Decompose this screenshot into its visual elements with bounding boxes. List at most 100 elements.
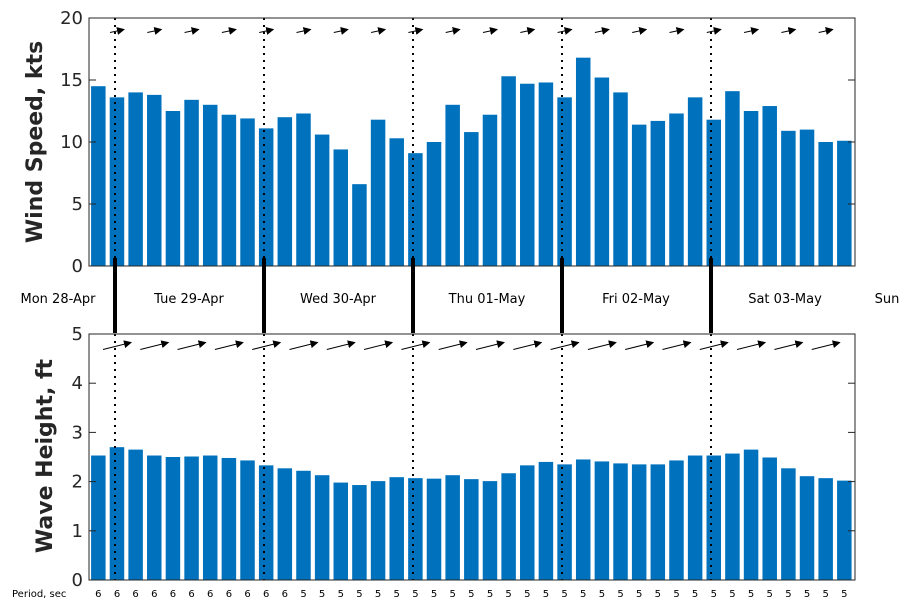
period-value: 6 bbox=[188, 589, 194, 600]
day-label: Thu 01-May bbox=[448, 292, 526, 307]
period-value: 6 bbox=[132, 589, 138, 600]
bar bbox=[538, 82, 554, 266]
y-tick-label: 5 bbox=[72, 194, 83, 215]
y-tick-label: 0 bbox=[72, 256, 83, 277]
direction-arrow bbox=[811, 340, 841, 350]
period-value: 6 bbox=[207, 589, 213, 600]
y-tick-label: 3 bbox=[72, 422, 83, 443]
direction-arrow bbox=[774, 340, 804, 350]
bar bbox=[818, 478, 833, 580]
bar bbox=[538, 461, 554, 580]
bar bbox=[408, 478, 423, 580]
bar bbox=[352, 485, 367, 580]
period-value: 5 bbox=[767, 589, 773, 600]
y-tick-label: 15 bbox=[60, 70, 83, 91]
period-value: 5 bbox=[692, 589, 698, 600]
bar bbox=[464, 132, 479, 266]
bar bbox=[837, 140, 852, 266]
bar bbox=[613, 92, 628, 267]
direction-arrow bbox=[177, 340, 207, 350]
y-tick-label: 2 bbox=[72, 472, 83, 493]
direction-arrow bbox=[662, 340, 692, 350]
bar bbox=[202, 104, 218, 266]
direction-arrow bbox=[513, 340, 543, 350]
bar bbox=[314, 134, 330, 266]
period-value: 6 bbox=[95, 589, 101, 600]
direction-arrow bbox=[438, 340, 468, 350]
period-value: 5 bbox=[711, 589, 717, 600]
direction-arrow bbox=[259, 27, 275, 35]
bar bbox=[165, 457, 181, 580]
bar bbox=[296, 470, 311, 580]
direction-arrow bbox=[401, 340, 431, 350]
period-row: Period, sec 6 6 6 6 6 6 6 6 6 6 6 5 5 5 5 5 5 5 5 5 5 5 5 5 5 5 5 5… bbox=[12, 589, 847, 600]
period-value: 5 bbox=[543, 589, 549, 600]
period-value: 6 bbox=[226, 589, 232, 600]
bar bbox=[575, 57, 591, 267]
bar bbox=[557, 97, 572, 266]
bar bbox=[445, 104, 460, 266]
period-value: 5 bbox=[823, 589, 829, 600]
bar bbox=[687, 97, 703, 266]
direction-arrow bbox=[408, 27, 424, 35]
bar bbox=[501, 76, 516, 266]
bar bbox=[762, 457, 777, 580]
period-value: 6 bbox=[263, 589, 269, 600]
bar bbox=[408, 153, 423, 266]
bar bbox=[706, 119, 722, 267]
period-value: 5 bbox=[412, 589, 418, 600]
bar bbox=[762, 106, 777, 266]
bar bbox=[128, 449, 143, 580]
bar bbox=[258, 465, 274, 580]
y-tick-label: 10 bbox=[60, 132, 83, 153]
wind-speed-plot: 0 5 10 15 20 bbox=[60, 8, 856, 277]
period-value: 5 bbox=[617, 589, 623, 600]
day-label: Sun bbox=[875, 292, 900, 307]
direction-arrow bbox=[669, 27, 685, 35]
bar bbox=[482, 481, 498, 580]
period-value: 5 bbox=[785, 589, 791, 600]
direction-arrow bbox=[706, 27, 722, 35]
period-value: 5 bbox=[394, 589, 400, 600]
bar bbox=[482, 114, 498, 266]
bar bbox=[650, 464, 666, 580]
bar bbox=[352, 184, 367, 266]
period-value: 5 bbox=[375, 589, 381, 600]
bar bbox=[202, 455, 218, 580]
wave-ylabel: Wave Height, ft bbox=[33, 358, 58, 553]
bar bbox=[631, 124, 647, 266]
bar bbox=[370, 481, 386, 580]
bar bbox=[109, 97, 125, 266]
bar bbox=[837, 480, 852, 580]
bar bbox=[445, 475, 460, 580]
period-value: 5 bbox=[468, 589, 474, 600]
bar bbox=[725, 453, 740, 580]
day-label: Tue 29-Apr bbox=[153, 292, 224, 307]
direction-arrow bbox=[445, 27, 461, 35]
y-tick-label: 5 bbox=[72, 324, 83, 345]
direction-arrow bbox=[221, 27, 237, 35]
day-label: Sat 03-May bbox=[748, 292, 822, 307]
bar bbox=[706, 455, 722, 580]
bar bbox=[669, 113, 684, 266]
day-label: Mon 28-Apr bbox=[21, 292, 97, 307]
bar bbox=[781, 468, 796, 580]
direction-arrow bbox=[252, 340, 282, 350]
bar bbox=[258, 128, 274, 266]
bar bbox=[520, 83, 535, 266]
direction-arrow bbox=[743, 27, 760, 35]
period-value: 5 bbox=[505, 589, 511, 600]
direction-arrow bbox=[520, 27, 536, 35]
period-value: 5 bbox=[338, 589, 344, 600]
direction-arrow bbox=[818, 27, 834, 35]
period-value: 6 bbox=[114, 589, 120, 600]
period-value: 5 bbox=[748, 589, 754, 600]
bar bbox=[799, 129, 815, 266]
bar bbox=[594, 77, 610, 267]
bar bbox=[184, 456, 199, 580]
period-value: 5 bbox=[729, 589, 735, 600]
direction-arrow bbox=[557, 27, 573, 35]
bar bbox=[109, 447, 125, 580]
wind-ylabel: Wind Speed, kts bbox=[23, 41, 48, 243]
period-value: 5 bbox=[356, 589, 362, 600]
